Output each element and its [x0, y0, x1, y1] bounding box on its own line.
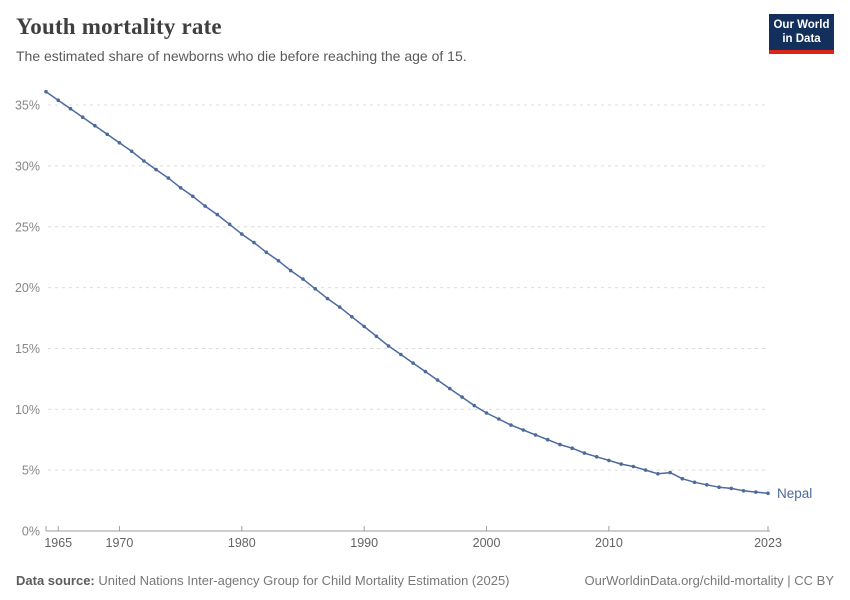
data-point[interactable] [607, 458, 611, 463]
y-axis-label: 35% [15, 99, 40, 113]
data-point[interactable] [93, 123, 97, 128]
data-point[interactable] [741, 489, 746, 493]
data-point[interactable] [631, 464, 636, 469]
y-axis-label: 20% [15, 281, 40, 295]
y-axis-label: 30% [15, 159, 40, 173]
x-axis-label: 2000 [473, 536, 501, 550]
data-point[interactable] [766, 491, 770, 496]
data-point[interactable] [705, 483, 709, 487]
y-axis-label: 0% [22, 525, 40, 539]
x-axis-label: 2010 [595, 536, 623, 550]
data-point[interactable] [656, 472, 660, 476]
data-point[interactable] [362, 324, 367, 329]
data-point[interactable] [313, 287, 318, 291]
chart-title: Youth mortality rate [16, 14, 222, 39]
data-point[interactable] [80, 115, 85, 119]
line-chart[interactable]: 0% 5% 10% 15% 20% 25% 30% 35% 1965 1970 1980 1990 20… [0, 80, 850, 558]
data-point[interactable] [460, 395, 464, 399]
data-point[interactable] [142, 159, 146, 163]
data-point[interactable] [558, 442, 562, 447]
data-point[interactable] [533, 433, 538, 437]
data-point[interactable] [68, 106, 73, 111]
data-point[interactable] [570, 446, 574, 451]
citation-link[interactable]: OurWorldinData.org/child-mortality | CC … [584, 573, 835, 588]
data-point[interactable] [448, 386, 452, 391]
data-point[interactable] [374, 334, 379, 339]
data-point[interactable] [472, 403, 477, 408]
data-point[interactable] [509, 423, 513, 427]
data-source: Data source: United Nations Inter-agency… [16, 573, 510, 588]
data-source-label: Data source: [16, 573, 95, 588]
data-point[interactable] [105, 132, 109, 137]
x-axis-label: 1990 [350, 536, 378, 550]
series-label-nepal[interactable]: Nepal [777, 486, 812, 501]
data-point[interactable] [680, 476, 685, 481]
data-point[interactable] [643, 468, 648, 472]
chart-footer: Data source: United Nations Inter-agency… [16, 573, 834, 588]
x-axis-label: 1970 [106, 536, 134, 550]
data-source-text: United Nations Inter-agency Group for Ch… [98, 573, 510, 588]
data-point[interactable] [44, 89, 48, 94]
data-point[interactable] [729, 486, 734, 491]
owid-logo-line1: Our World [773, 19, 830, 31]
data-point[interactable] [399, 352, 403, 357]
data-point[interactable] [521, 428, 526, 432]
data-point[interactable] [754, 490, 758, 494]
data-point[interactable] [484, 411, 489, 415]
data-point[interactable] [619, 462, 623, 466]
data-point[interactable] [692, 480, 697, 485]
data-point[interactable] [301, 277, 305, 281]
data-point[interactable] [545, 437, 550, 442]
y-axis-label: 25% [15, 220, 40, 234]
data-point[interactable] [435, 378, 440, 382]
data-point[interactable] [129, 149, 134, 154]
x-axis-label: 1980 [228, 536, 256, 550]
series-line[interactable] [45, 91, 769, 495]
chart-subtitle: The estimated share of newborns who die … [16, 48, 467, 64]
data-point[interactable] [240, 232, 244, 236]
owid-logo-line2: in Data [782, 32, 821, 45]
data-point[interactable] [227, 222, 232, 227]
series-nepal[interactable]: Nepal [44, 89, 812, 501]
data-point[interactable] [497, 417, 501, 421]
data-point[interactable] [117, 141, 122, 145]
y-axis-label: 5% [22, 464, 40, 478]
data-point[interactable] [215, 212, 220, 217]
y-axis-label: 10% [15, 403, 40, 417]
data-point[interactable] [423, 369, 428, 374]
x-axis-label: 1965 [44, 536, 72, 550]
data-point[interactable] [582, 451, 587, 455]
data-point[interactable] [203, 204, 207, 208]
data-point[interactable] [252, 240, 256, 245]
data-point[interactable] [337, 305, 342, 309]
data-point[interactable] [191, 194, 195, 199]
data-point[interactable] [717, 485, 721, 490]
data-point[interactable] [276, 259, 281, 263]
chart-header: Youth mortality rate The estimated share… [16, 14, 834, 64]
data-point[interactable] [154, 167, 158, 172]
y-axis-label: 15% [15, 342, 40, 356]
owid-logo[interactable]: Our World in Data [769, 14, 834, 54]
data-point[interactable] [350, 315, 354, 319]
data-point[interactable] [288, 268, 293, 273]
data-point[interactable] [411, 361, 415, 365]
data-point[interactable] [386, 344, 391, 348]
data-point[interactable] [178, 186, 183, 190]
data-point[interactable] [668, 470, 672, 475]
data-point[interactable] [594, 455, 599, 459]
x-axis-label: 2023 [754, 536, 782, 550]
data-point[interactable] [166, 176, 171, 180]
data-point[interactable] [264, 250, 269, 255]
data-point[interactable] [325, 296, 330, 301]
data-point[interactable] [56, 98, 60, 102]
